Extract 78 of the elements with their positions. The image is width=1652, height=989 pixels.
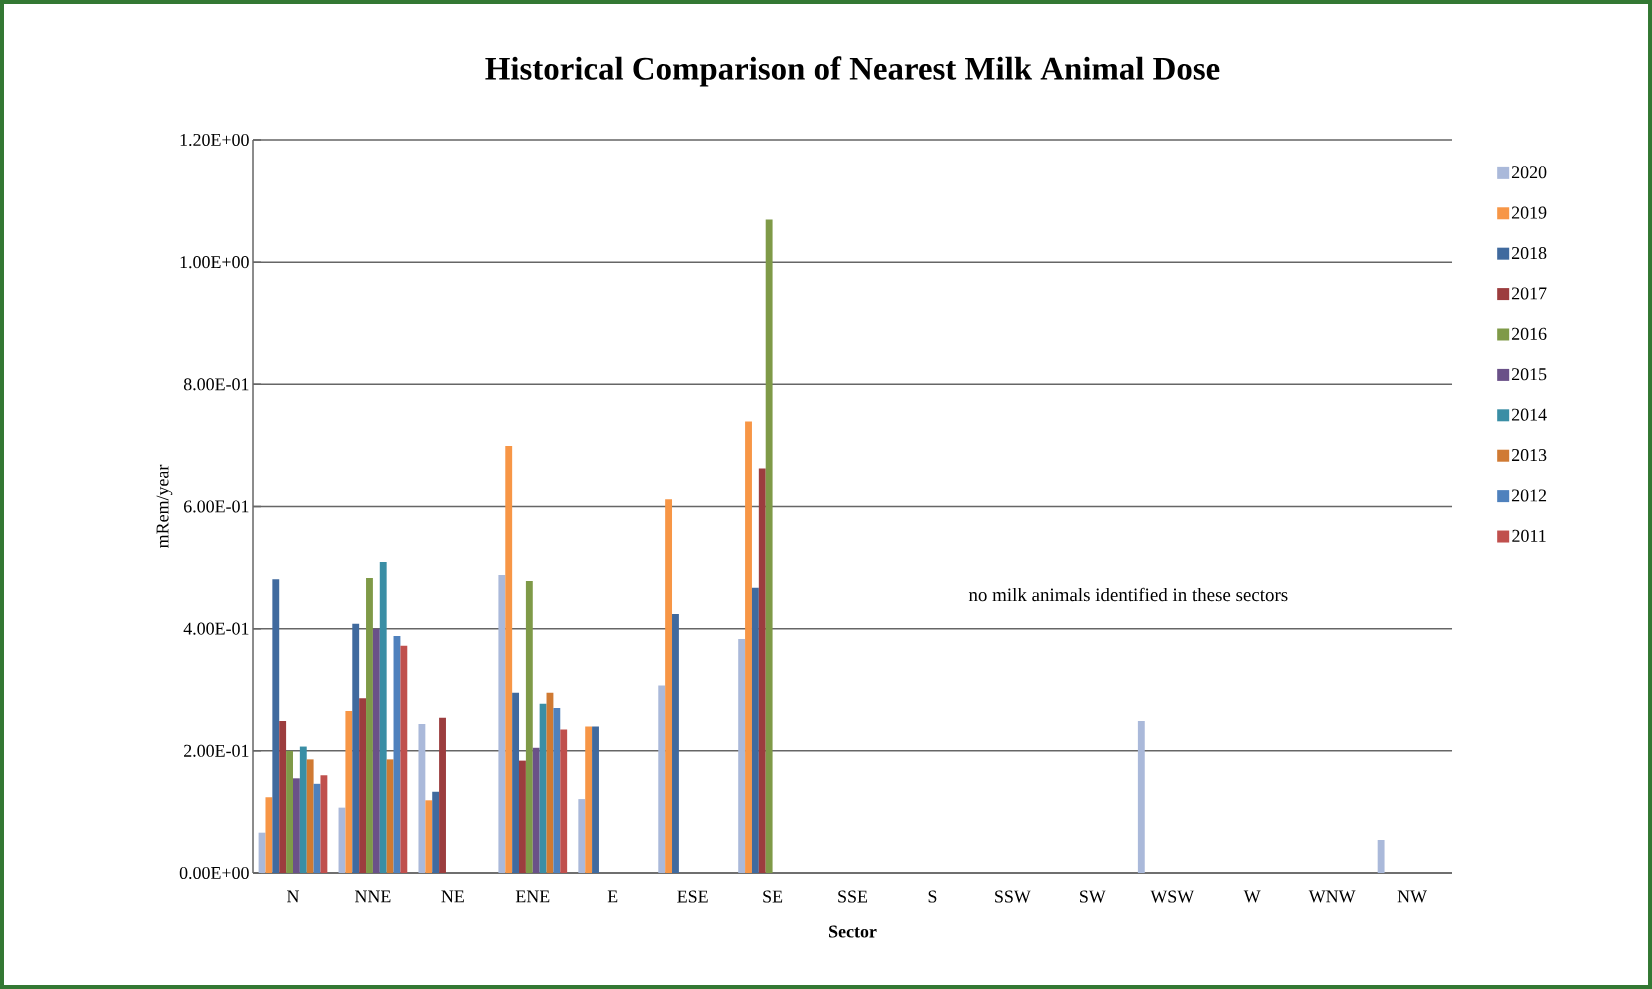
- bar: [306, 759, 314, 873]
- bar: [272, 579, 280, 873]
- bar: [672, 614, 679, 873]
- bar: [279, 720, 287, 873]
- bar: [1137, 720, 1145, 873]
- x-tick-label: SW: [1080, 890, 1106, 903]
- bar: [359, 698, 367, 873]
- y-tick-label: 1.20E+00: [180, 133, 249, 147]
- bar: [372, 628, 380, 873]
- bar: [439, 717, 446, 873]
- y-tick-label: 6.00E-01: [184, 500, 249, 513]
- x-tick-label: E: [607, 890, 618, 903]
- bar: [505, 446, 513, 873]
- legend-label: 2018: [1511, 246, 1547, 260]
- bar: [745, 421, 752, 873]
- bar: [366, 577, 373, 873]
- bar: [665, 499, 673, 873]
- legend-label: 2019: [1511, 206, 1547, 219]
- bar: [751, 587, 759, 873]
- bar: [525, 581, 533, 873]
- bar: [585, 726, 593, 873]
- x-axis-title: Sector: [829, 925, 877, 938]
- x-tick-label: SE: [763, 890, 783, 903]
- bar: [265, 797, 273, 873]
- chart-title: Historical Comparison of Nearest Milk Animal Dose: [485, 56, 1220, 87]
- bar: [352, 623, 360, 873]
- bar: [512, 692, 520, 873]
- x-tick-label: NNE: [355, 890, 391, 903]
- bar: [578, 799, 586, 873]
- legend-label: 2017: [1511, 287, 1547, 300]
- legend-label: 2015: [1511, 368, 1547, 381]
- bar: [320, 775, 328, 873]
- bar: [379, 562, 387, 873]
- y-tick-label: 4.00E-01: [183, 622, 249, 635]
- x-tick-label: NW: [1397, 890, 1427, 903]
- x-tick-label: WSW: [1150, 890, 1195, 903]
- x-tick-label: WNW: [1308, 890, 1356, 903]
- bar: [498, 574, 506, 873]
- legend-label: 2014: [1511, 408, 1547, 421]
- y-tick-label: 1.00E+00: [180, 256, 249, 269]
- x-tick-label: N: [287, 890, 300, 903]
- y-axis-title: mRem/year: [156, 464, 173, 548]
- bar: [432, 791, 440, 873]
- bar: [539, 703, 547, 873]
- bar: [738, 639, 746, 873]
- legend-label: 2016: [1511, 327, 1547, 340]
- legend-label: 2013: [1511, 449, 1547, 462]
- bar: [299, 746, 307, 873]
- bar: [658, 685, 666, 873]
- x-tick-label: S: [928, 890, 937, 903]
- bar: [386, 759, 394, 873]
- y-tick-label: 2.00E-01: [184, 744, 249, 757]
- legend-label: 2011: [1512, 529, 1546, 542]
- bar: [1377, 840, 1385, 873]
- bar: [292, 778, 300, 873]
- x-tick-label: NE: [441, 890, 464, 903]
- x-tick-label: SSW: [995, 890, 1031, 903]
- bar: [765, 219, 773, 873]
- bar: [560, 729, 568, 873]
- x-tick-label: ESE: [677, 890, 708, 903]
- bar: [532, 747, 540, 873]
- x-tick-label: SSE: [838, 890, 868, 903]
- y-tick-label: 0.00E+00: [179, 866, 249, 880]
- bar: [553, 708, 561, 873]
- bar: [286, 750, 293, 873]
- legend-label: 2012: [1511, 489, 1547, 502]
- y-tick-label: 8.00E-01: [183, 378, 249, 391]
- bar: [592, 726, 599, 873]
- bar: [345, 711, 353, 873]
- x-tick-label: ENE: [515, 890, 550, 903]
- bar: [400, 645, 408, 873]
- bar: [418, 723, 426, 873]
- bar: [758, 468, 766, 873]
- bar: [519, 760, 526, 873]
- legend-label: 2020: [1511, 166, 1547, 179]
- x-tick-label: W: [1243, 890, 1261, 903]
- bar: [425, 800, 433, 873]
- annotation: no milk animals identified in these sectors: [968, 587, 1288, 602]
